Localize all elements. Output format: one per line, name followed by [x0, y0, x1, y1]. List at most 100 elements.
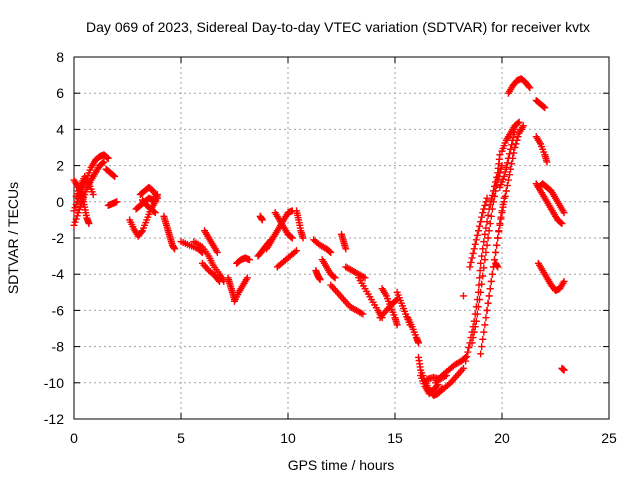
data-point	[73, 197, 81, 205]
data-point	[474, 303, 482, 311]
data-point	[459, 292, 467, 300]
data-point	[113, 198, 121, 206]
data-point	[72, 201, 80, 209]
data-point	[472, 236, 480, 244]
data-point	[473, 310, 481, 318]
data-point	[526, 84, 534, 92]
data-point	[493, 241, 501, 249]
data-point	[486, 220, 494, 228]
data-point	[75, 205, 83, 213]
data-point	[500, 172, 508, 180]
series-arc-51	[504, 75, 534, 97]
data-point	[71, 204, 79, 212]
data-point	[560, 277, 568, 285]
data-point	[470, 245, 478, 253]
x-axis-label: GPS time / hours	[288, 457, 395, 473]
data-point	[72, 215, 80, 223]
series-arc-47	[492, 259, 502, 271]
series-arc-43	[468, 162, 506, 347]
data-point	[483, 194, 491, 202]
data-point	[71, 218, 79, 226]
series-arc-23	[273, 247, 301, 271]
data-point	[494, 263, 502, 271]
data-point	[557, 219, 565, 227]
data-point	[485, 292, 493, 300]
series-arc-44	[466, 194, 491, 271]
y-tick-label: -4	[52, 266, 65, 282]
data-point	[288, 234, 296, 242]
data-point	[151, 209, 159, 217]
data-point	[501, 168, 509, 176]
data-point	[291, 248, 299, 256]
y-tick-label: -10	[44, 375, 64, 391]
data-point	[503, 159, 511, 167]
x-tick-label: 0	[70, 430, 78, 446]
data-point	[484, 234, 492, 242]
data-point	[471, 323, 479, 331]
data-point	[512, 140, 520, 148]
data-point	[445, 380, 453, 388]
data-point	[472, 317, 480, 325]
data-point	[478, 252, 486, 260]
data-point	[491, 256, 499, 264]
x-tick-label: 5	[177, 430, 185, 446]
data-point	[478, 280, 486, 288]
series-arc-10	[138, 196, 159, 217]
data-point	[477, 350, 485, 358]
series-arc-13	[190, 238, 228, 285]
data-point	[495, 227, 503, 235]
data-point	[465, 344, 473, 352]
x-tick-label: 20	[494, 430, 510, 446]
data-point	[479, 245, 487, 253]
x-tick-label: 10	[280, 430, 296, 446]
data-point	[499, 201, 507, 209]
series-arc-33	[378, 285, 401, 329]
data-point	[485, 227, 493, 235]
data-point	[476, 222, 484, 230]
series-arc-41	[459, 292, 467, 300]
data-point	[73, 212, 81, 220]
data-point	[507, 145, 515, 153]
series-arc-27	[318, 256, 339, 282]
data-point	[468, 254, 476, 262]
data-point	[492, 187, 500, 195]
data-point	[467, 258, 475, 266]
data-point	[258, 216, 266, 224]
series-arc-26	[312, 267, 324, 284]
data-point	[483, 306, 491, 314]
data-point	[514, 133, 522, 141]
data-point	[484, 211, 492, 219]
data-point	[487, 212, 495, 220]
data-point	[74, 209, 82, 217]
data-point	[316, 276, 324, 284]
data-point	[480, 205, 488, 213]
data-point	[470, 328, 478, 336]
y-tick-label: 8	[56, 49, 64, 65]
data-point	[484, 299, 492, 307]
series-arc-19	[256, 212, 266, 224]
x-tick-label: 25	[601, 430, 617, 446]
data-point	[331, 274, 339, 282]
series-arc-30	[342, 263, 369, 282]
data-point	[511, 144, 519, 151]
series-arc-04	[72, 172, 97, 200]
data-point	[488, 270, 496, 278]
data-point	[479, 272, 487, 280]
axis-ticks: 0 5 10 15 20 25 -12 -10 -8 -6 -4 -2 0 2 4 6 8	[44, 49, 617, 446]
data-point	[476, 267, 484, 275]
series-arc-05	[102, 165, 119, 180]
data-point	[481, 201, 489, 209]
data-point	[481, 321, 489, 329]
data-point	[104, 154, 112, 162]
data-point	[326, 248, 334, 256]
y-axis-label: SDTVAR / TECUs	[5, 182, 21, 294]
data-point	[110, 172, 118, 180]
x-tick-label: 15	[387, 430, 403, 446]
data-points	[70, 75, 568, 399]
data-point	[99, 159, 107, 167]
data-point	[415, 339, 423, 347]
data-point	[216, 277, 224, 285]
data-point	[330, 273, 338, 281]
data-point	[359, 310, 367, 318]
data-point	[299, 234, 307, 242]
